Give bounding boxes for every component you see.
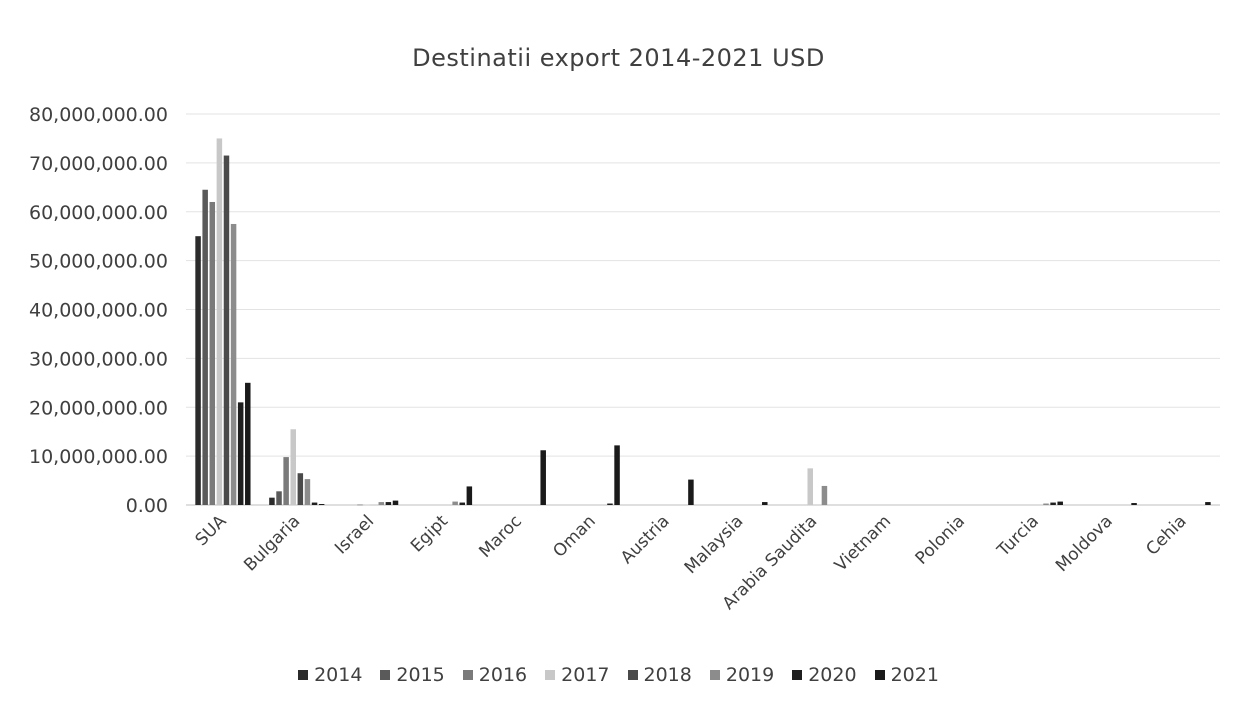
bar-2021-malaysia bbox=[762, 502, 768, 505]
legend-item: 2020 bbox=[792, 664, 857, 686]
bar-2017-arabia-saudita bbox=[807, 468, 813, 505]
legend-label: 2019 bbox=[725, 664, 775, 686]
bar-2021-maroc bbox=[540, 450, 546, 505]
x-tick-label: SUA bbox=[192, 511, 231, 550]
bar-2019-bulgaria bbox=[304, 479, 311, 505]
bar-2016-sua bbox=[209, 201, 216, 505]
chart-title: Destinatii export 2014-2021 USD bbox=[412, 44, 825, 72]
bar-2019-arabia-saudita bbox=[821, 485, 828, 505]
legend-swatch bbox=[545, 670, 556, 680]
legend-label: 2020 bbox=[808, 664, 857, 686]
legend-swatch bbox=[462, 670, 473, 680]
bar-2014-bulgaria bbox=[269, 497, 275, 505]
bar-2021-oman bbox=[614, 445, 620, 505]
y-tick-label: 50,000,000.00 bbox=[29, 251, 168, 273]
legend-swatch bbox=[298, 670, 309, 680]
bar-2015-sua bbox=[202, 189, 208, 505]
x-tick-label: Cehia bbox=[1142, 511, 1190, 559]
bar-2020-egipt bbox=[459, 502, 465, 505]
bar-2020-israel bbox=[385, 502, 392, 505]
bar-2016-israel bbox=[357, 504, 363, 506]
y-tick-label: 0.00 bbox=[126, 495, 168, 517]
y-tick-label: 30,000,000.00 bbox=[29, 348, 168, 370]
bar-2017-bulgaria bbox=[290, 429, 296, 505]
bar-2014-sua bbox=[195, 236, 201, 505]
bar-2016-bulgaria bbox=[283, 457, 289, 505]
bar-2020-bulgaria bbox=[311, 502, 318, 505]
legend-swatch bbox=[380, 670, 391, 680]
legend-label: 2015 bbox=[396, 664, 445, 686]
legend-swatch bbox=[709, 670, 720, 680]
x-tick-label: Malaysia bbox=[681, 511, 748, 578]
bar-2021-turcia bbox=[1057, 501, 1063, 505]
bar-2018-sua bbox=[223, 155, 230, 505]
bar-2020-sua bbox=[237, 402, 244, 505]
y-tick-label: 10,000,000.00 bbox=[29, 446, 168, 468]
bar-2021-cehia bbox=[1205, 502, 1211, 505]
y-tick-label: 40,000,000.00 bbox=[29, 300, 168, 322]
bar-2019-israel bbox=[378, 502, 385, 505]
y-tick-label: 60,000,000.00 bbox=[29, 202, 168, 224]
bar-2017-sua bbox=[216, 138, 223, 505]
x-tick-label: Moldova bbox=[1052, 511, 1117, 576]
legend-item: 2021 bbox=[874, 664, 939, 686]
legend-label: 2018 bbox=[643, 664, 692, 686]
legend-label: 2016 bbox=[478, 664, 528, 686]
bar-2020-oman bbox=[607, 503, 613, 505]
legend-label: 2014 bbox=[314, 664, 363, 686]
x-tick-label: Austria bbox=[617, 511, 674, 568]
legend-item: 2018 bbox=[627, 664, 692, 686]
bar-2019-turcia bbox=[1043, 503, 1049, 505]
x-tick-label: Israel bbox=[331, 511, 378, 558]
x-tick-label: Oman bbox=[549, 511, 599, 561]
bar-2020-turcia bbox=[1050, 502, 1056, 505]
legend-item: 2014 bbox=[298, 664, 362, 686]
x-tick-label: Polonia bbox=[912, 511, 969, 568]
x-tick-label: Vietnam bbox=[831, 511, 895, 575]
legend-item: 2019 bbox=[709, 664, 775, 686]
y-tick-label: 70,000,000.00 bbox=[29, 153, 168, 175]
legend: 2014 2015 2016 2017 2018 2019 2020 2021 bbox=[0, 664, 1237, 686]
x-tick-label: Maroc bbox=[475, 511, 526, 562]
y-tick-label: 80,000,000.00 bbox=[29, 104, 168, 126]
legend-swatch bbox=[874, 670, 885, 680]
x-tick-label: Egipt bbox=[407, 511, 452, 556]
bar-2018-bulgaria bbox=[297, 473, 304, 505]
bar-2017-israel bbox=[364, 504, 370, 506]
bar-2021-israel bbox=[392, 500, 399, 505]
bar-2021-egipt bbox=[466, 486, 473, 505]
x-tick-label: Bulgaria bbox=[240, 511, 304, 575]
legend-label: 2017 bbox=[561, 664, 610, 686]
bar-2021-austria bbox=[688, 479, 694, 505]
bar-2021-moldova bbox=[1131, 503, 1137, 505]
legend-item: 2016 bbox=[462, 664, 528, 686]
x-tick-label: Turcia bbox=[993, 511, 1043, 561]
legend-item: 2015 bbox=[380, 664, 445, 686]
bar-2021-sua bbox=[245, 382, 251, 505]
bar-2019-sua bbox=[230, 223, 237, 505]
legend-item: 2017 bbox=[545, 664, 610, 686]
bar-2021-bulgaria bbox=[318, 504, 325, 505]
bar-2015-bulgaria bbox=[276, 491, 282, 505]
legend-swatch bbox=[627, 670, 638, 680]
y-tick-label: 20,000,000.00 bbox=[29, 397, 168, 419]
legend-swatch bbox=[792, 670, 803, 680]
legend-label: 2021 bbox=[890, 664, 939, 686]
bar-2019-egipt bbox=[452, 501, 458, 505]
